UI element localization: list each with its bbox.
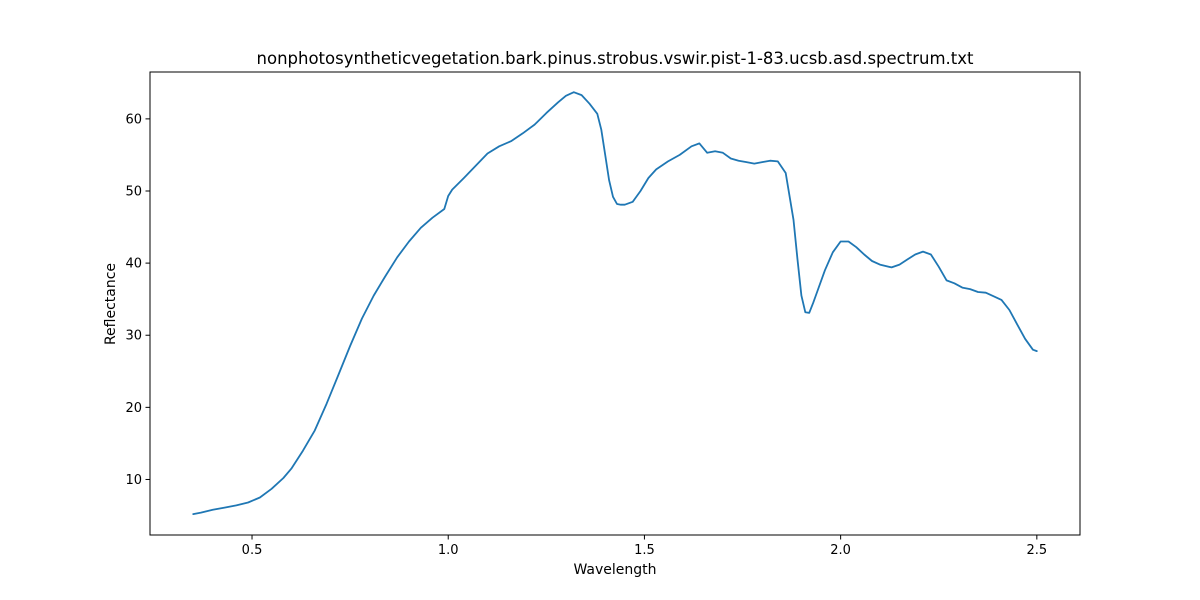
- y-tick-label: 50: [125, 184, 142, 199]
- y-tick-label: 10: [125, 473, 142, 488]
- x-tick-label: 1.5: [634, 543, 655, 558]
- x-tick-label: 0.5: [242, 543, 263, 558]
- y-tick-label: 40: [125, 257, 142, 272]
- y-tick-label: 60: [125, 112, 142, 127]
- x-tick-label: 2.0: [830, 543, 851, 558]
- y-tick-label: 20: [125, 401, 142, 416]
- y-axis-label: Reflectance: [103, 263, 119, 345]
- series-layer: [192, 91, 1038, 515]
- series-line: [192, 91, 1038, 515]
- x-tick-label: 2.5: [1026, 543, 1047, 558]
- y-tick-label: 30: [125, 329, 142, 344]
- x-tick-label: 1.0: [438, 543, 459, 558]
- x-axis-label: Wavelength: [573, 562, 656, 578]
- y-axis: 10 20 30 40 50 60: [125, 112, 150, 488]
- plot-area: 0.5 1.0 1.5 2.0 2.5 10 20 30 40 50 60: [125, 71, 1081, 558]
- x-axis: 0.5 1.0 1.5 2.0 2.5: [242, 535, 1047, 558]
- chart-title: nonphotosyntheticvegetation.bark.pinus.s…: [257, 49, 974, 68]
- plot-frame: [149, 71, 1081, 536]
